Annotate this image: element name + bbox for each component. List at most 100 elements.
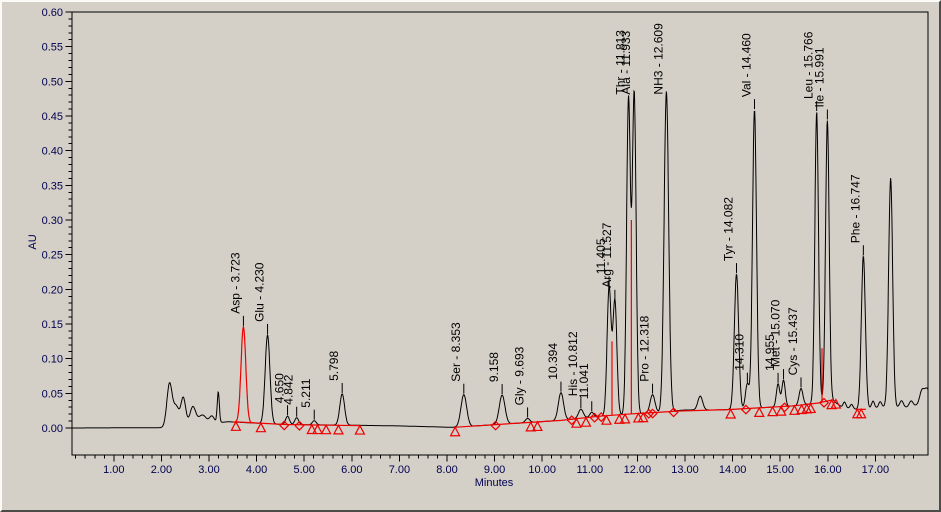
peak-marker-triangle <box>320 423 332 435</box>
peak-marker-triangle <box>788 404 800 415</box>
peak-marker-triangle <box>725 408 737 419</box>
peak-label: 10.394 <box>546 343 560 380</box>
peak-label: Thr - 11.813 <box>614 30 628 95</box>
peak-label: 5.798 <box>327 351 341 381</box>
x-tick-label: 15.00 <box>766 464 794 476</box>
peak-marker-diamond <box>668 407 679 418</box>
peak-marker-diamond <box>647 408 658 419</box>
x-tick-label: 3.00 <box>198 464 219 476</box>
x-axis-title: Minutes <box>475 477 514 489</box>
peak-label: 14.310 <box>732 334 746 371</box>
peak-marker-diamond <box>740 404 751 415</box>
y-tick-label: 0.00 <box>42 423 63 435</box>
peak-marker-triangle <box>255 421 267 433</box>
y-tick-label: 0.55 <box>42 42 63 54</box>
peak-marker-diamond <box>566 415 577 426</box>
peak-marker-triangle <box>637 411 649 423</box>
peak-marker-diamond <box>779 402 790 413</box>
y-tick-label: 0.15 <box>42 319 63 331</box>
x-tick-label: 4.00 <box>246 464 267 476</box>
y-axis-title: AU <box>27 234 39 249</box>
peak-label: 11.405 <box>594 238 608 274</box>
peak-label: Ala - 11.933 <box>619 30 633 94</box>
peak-marker-diamond <box>596 412 607 423</box>
axis-ticks: 0.00 0.05 0.10 0.15 0.20 0.25 0.30 0.35 0.40 0.45… <box>42 7 914 476</box>
peak-marker-triangle <box>525 421 537 432</box>
peak-label: Val - 14.460 <box>740 33 754 97</box>
y-tick-label: 0.45 <box>42 111 63 123</box>
peak-marker-triangle <box>632 412 644 423</box>
x-tick-label: 13.00 <box>671 464 699 476</box>
peak-marker-triangle <box>230 420 242 431</box>
peak-label: Pro - 12.318 <box>638 315 652 381</box>
y-tick-label: 0.20 <box>42 284 63 296</box>
peak-marker-triangle <box>531 420 543 432</box>
peak-marker-triangle <box>855 407 867 419</box>
x-tick-label: 9.00 <box>484 464 505 476</box>
peak-marker-triangle <box>767 405 779 417</box>
y-tick-label: 0.25 <box>42 250 63 262</box>
y-tick-label: 0.35 <box>42 180 63 192</box>
x-tick-label: 12.00 <box>624 464 652 476</box>
peak-marker-triangle <box>354 424 366 435</box>
peak-marker-triangle <box>619 413 631 424</box>
x-tick-label: 1.00 <box>103 464 124 476</box>
peak-label: 14.955 <box>763 334 777 371</box>
peak-marker-diamond <box>643 408 654 419</box>
y-tick-label: 0.60 <box>42 7 63 19</box>
peak-label: 5.211 <box>299 378 313 407</box>
peak-marker-diamond <box>279 420 290 431</box>
x-tick-label: 5.00 <box>293 464 314 476</box>
peak-label: Phe - 16.747 <box>848 174 862 243</box>
y-tick-label: 0.05 <box>42 388 63 400</box>
peak-marker-triangle <box>805 402 817 414</box>
x-tick-label: 14.00 <box>719 464 747 476</box>
peak-marker-diamond <box>294 420 305 431</box>
y-tick-label: 0.30 <box>42 215 63 227</box>
x-tick-label: 7.00 <box>389 464 410 476</box>
x-tick-label: 8.00 <box>436 464 457 476</box>
peak-label: 9.158 <box>487 352 501 382</box>
peak-marker-triangle <box>570 417 582 428</box>
peak-marker-triangle <box>613 413 625 424</box>
peak-label: Met - 15.070 <box>769 299 783 367</box>
peak-marker-triangle <box>600 414 612 425</box>
peak-label: 11.041 <box>577 363 591 399</box>
y-tick-label: 0.10 <box>42 354 63 366</box>
x-tick-label: 2.00 <box>151 464 172 476</box>
y-tick-label: 0.50 <box>42 76 63 88</box>
peak-label: Glu - 4.230 <box>253 262 267 322</box>
peak-marker-triangle <box>332 424 344 435</box>
peak-marker-diamond <box>818 397 830 408</box>
peak-marker-triangle <box>306 423 318 435</box>
x-tick-label: 16.00 <box>814 464 842 476</box>
y-tick-label: 0.40 <box>42 146 63 158</box>
peak-label: Ile - 15.991 <box>812 47 826 107</box>
x-tick-label: 10.00 <box>528 464 556 476</box>
peak-marker-triangle <box>753 406 765 417</box>
x-tick-label: 11.00 <box>576 464 603 476</box>
peak-label: His - 10.812 <box>566 331 580 396</box>
selected-peak-trace <box>232 324 254 424</box>
x-tick-label: 6.00 <box>341 464 362 476</box>
peak-label: Cys - 15.437 <box>786 307 800 375</box>
peak-marker-diamond <box>490 420 501 431</box>
peak-label: 4.842 <box>282 374 296 404</box>
peak-label: Ser - 8.353 <box>449 322 463 382</box>
peak-marker-triangle <box>580 416 592 427</box>
peak-label: Arg - 11.527 <box>600 222 614 287</box>
peak-label: 4.650 <box>273 373 287 403</box>
chromatogram-trace <box>71 89 929 429</box>
peak-marker-triangle <box>449 425 461 437</box>
peak-label: Asp - 3.723 <box>228 252 242 314</box>
peak-marker-triangle <box>830 398 842 409</box>
peak-marker-triangle <box>312 423 324 435</box>
x-tick-label: 17.00 <box>862 464 890 476</box>
peak-label: Gly - 9.693 <box>513 346 527 405</box>
peak-label: NH3 - 12.609 <box>651 23 665 95</box>
integration-overlay <box>230 220 867 437</box>
plot-frame <box>71 11 929 456</box>
